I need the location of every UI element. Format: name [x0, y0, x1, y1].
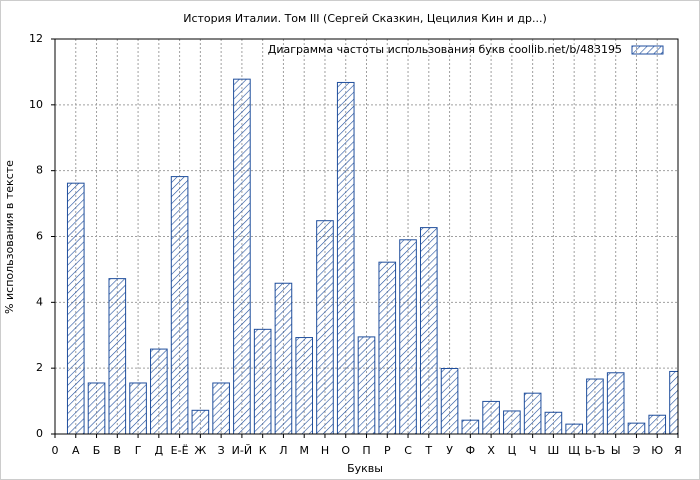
x-tick-label: Д — [155, 444, 164, 457]
y-tick-label: 4 — [36, 295, 43, 308]
x-tick-label: Щ — [568, 444, 580, 457]
x-tick-label: Р — [384, 444, 391, 457]
x-tick-label: И-Й — [232, 444, 252, 457]
x-tick-label: Ж — [194, 444, 206, 457]
bar — [669, 370, 678, 434]
x-tick-label: Л — [279, 444, 287, 457]
x-tick-label: Е-Ё — [171, 444, 189, 457]
y-tick-label: 6 — [36, 230, 43, 243]
x-tick-label: Н — [321, 444, 329, 457]
x-tick-label: П — [362, 444, 370, 457]
x-tick-label: Т — [424, 444, 432, 457]
chart-title: История Италии. Том III (Сергей Сказкин,… — [183, 12, 547, 25]
bar — [523, 392, 542, 434]
x-tick-label: Я — [674, 444, 682, 457]
y-tick-label: 12 — [29, 32, 43, 45]
bar — [378, 261, 397, 434]
x-tick-label: Ц — [508, 444, 517, 457]
x-tick-label: М — [299, 444, 309, 457]
x-tick-label: Ч — [529, 444, 537, 457]
bar — [565, 423, 583, 434]
x-tick-label: Ф — [466, 444, 475, 457]
x-axis-label: Буквы — [347, 462, 383, 475]
bar — [253, 328, 272, 434]
x-tick-label: Б — [93, 444, 101, 457]
y-tick-label: 2 — [36, 361, 43, 374]
bar — [482, 400, 500, 434]
bar — [648, 414, 667, 434]
bar — [150, 348, 168, 434]
bar — [87, 382, 106, 434]
x-tick-label: О — [341, 444, 350, 457]
bar — [170, 176, 189, 434]
bar — [586, 378, 604, 434]
x-tick-label: Х — [487, 444, 495, 457]
x-tick-label: Ы — [611, 444, 621, 457]
bar — [627, 422, 646, 434]
y-tick-label: 10 — [29, 98, 43, 111]
bar — [440, 367, 459, 434]
legend-swatch — [631, 45, 664, 55]
bar — [212, 382, 230, 434]
bar — [295, 337, 314, 434]
bar — [399, 239, 417, 434]
legend-label: Диаграмма частоты использования букв coo… — [268, 43, 622, 56]
x-tick-label: В — [114, 444, 122, 457]
x-tick-label: Ш — [548, 444, 560, 457]
x-tick-label: К — [259, 444, 267, 457]
x-tick-label: 0 — [52, 444, 59, 457]
bar — [191, 409, 210, 434]
x-tick-label: Э — [633, 444, 641, 457]
bar — [503, 410, 521, 434]
bar — [129, 382, 147, 434]
bar — [336, 81, 355, 434]
x-tick-label: С — [404, 444, 412, 457]
bar — [108, 278, 127, 434]
bar — [274, 282, 293, 434]
bar — [606, 372, 625, 434]
bar — [316, 220, 334, 434]
bar — [461, 419, 480, 434]
bar — [66, 182, 85, 434]
bar — [419, 227, 438, 434]
x-tick-label: Ю — [651, 444, 663, 457]
x-tick-label: У — [446, 444, 453, 457]
x-tick-label: З — [218, 444, 225, 457]
plot-frame — [54, 38, 679, 435]
x-tick-label: Г — [135, 444, 142, 457]
x-tick-label: Ь-Ъ — [585, 444, 606, 457]
bar — [544, 411, 563, 434]
bar — [357, 336, 376, 434]
y-axis-label: % использования в тексте — [3, 160, 16, 314]
y-tick-label: 0 — [36, 427, 43, 440]
bar — [233, 78, 251, 434]
x-tick-label: А — [72, 444, 80, 457]
y-tick-label: 8 — [36, 164, 43, 177]
